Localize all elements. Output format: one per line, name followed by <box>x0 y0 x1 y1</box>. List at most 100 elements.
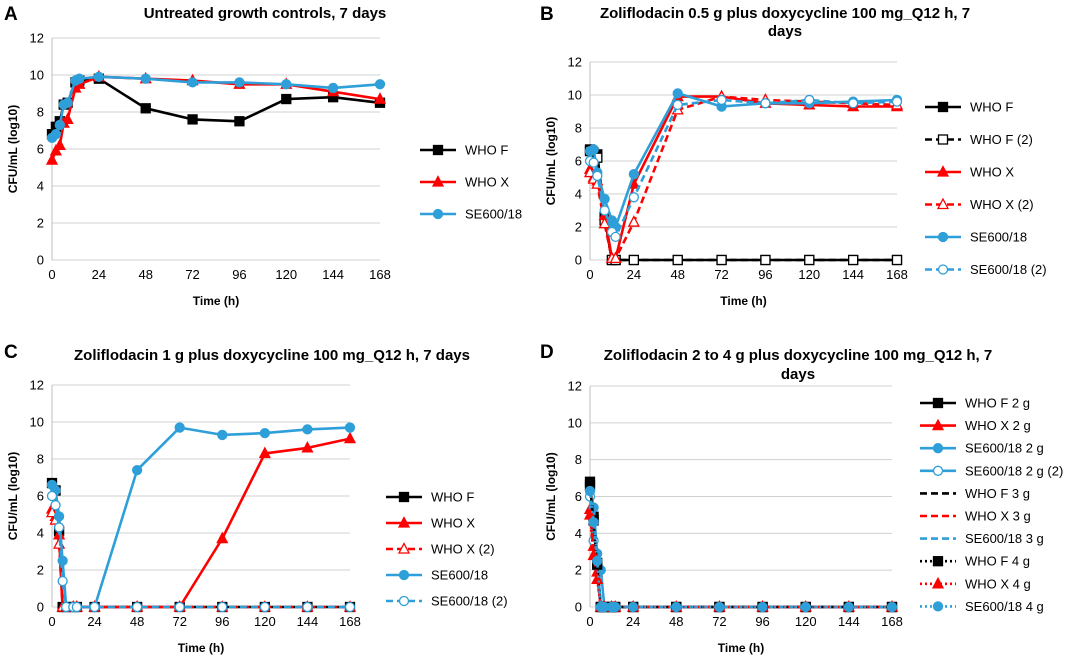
series-line <box>588 483 892 609</box>
data-point <box>301 441 314 453</box>
series-se600-18-2-g-2- <box>584 491 898 613</box>
x-tick-label: 120 <box>798 267 820 282</box>
legend-marker <box>937 231 949 243</box>
y-tick-label: 6 <box>37 489 44 504</box>
x-tick-label: 72 <box>185 267 199 282</box>
panel-c: C Zoliflodacin 1 g plus doxycycline 100 m… <box>4 342 508 655</box>
data-point <box>760 254 771 266</box>
data-point <box>234 116 245 127</box>
data-point <box>327 82 339 94</box>
data-point <box>598 216 611 229</box>
x-tick-label: 24 <box>92 267 106 282</box>
data-point <box>610 231 621 243</box>
x-tick-label: 24 <box>87 614 101 629</box>
legend-label: WHO F <box>431 490 474 505</box>
series-who-x-3-g <box>588 511 892 609</box>
legend-label: WHO X (2) <box>970 197 1034 212</box>
series-line <box>589 148 897 262</box>
legend-label: SE600/18 2 g <box>965 441 1044 456</box>
x-tick-label: 24 <box>627 267 641 282</box>
legend-marker <box>932 556 944 567</box>
series-se600-18-4-g <box>584 485 898 613</box>
x-tick-label: 144 <box>322 267 344 282</box>
series-se600-18-2- <box>584 94 903 243</box>
legend-label: SE600/18 <box>465 207 522 222</box>
data-point <box>50 129 62 140</box>
y-tick-label: 0 <box>37 253 44 268</box>
data-point <box>628 192 640 203</box>
y-tick-label: 8 <box>575 121 582 136</box>
y-axis-label: CFU/mL (log10) <box>6 452 20 540</box>
legend-marker <box>397 542 411 554</box>
y-tick-label: 2 <box>37 563 44 578</box>
x-tick-label: 24 <box>626 614 640 629</box>
data-point <box>671 601 682 613</box>
legend-label: SE600/18 <box>431 568 488 583</box>
x-tick-label: 168 <box>886 267 908 282</box>
legend: WHO F 2 g WHO X 2 g SE600/18 2 g SE600/18 2… <box>920 396 1063 614</box>
data-point <box>302 424 313 435</box>
x-tick-label: 0 <box>586 267 593 282</box>
legend-marker <box>937 134 949 145</box>
legend-marker <box>937 101 949 113</box>
data-point <box>89 601 100 613</box>
x-axis-label: Time (h) <box>720 294 766 308</box>
legend-marker <box>937 264 949 275</box>
x-tick-label: 120 <box>795 614 817 629</box>
data-point <box>374 79 386 90</box>
x-tick-label: 144 <box>838 614 860 629</box>
panel-letter: D <box>540 342 554 363</box>
x-tick-label: 48 <box>669 614 683 629</box>
data-point <box>588 144 599 155</box>
data-point <box>627 601 639 613</box>
x-tick-label: 96 <box>215 614 229 629</box>
data-point <box>57 575 68 587</box>
series-line <box>589 92 898 229</box>
series-line <box>588 496 892 609</box>
data-point <box>609 251 622 264</box>
data-point <box>217 601 228 613</box>
legend-label: SE600/18 2 g (2) <box>965 463 1063 478</box>
data-point <box>258 446 271 459</box>
y-tick-label: 10 <box>568 88 582 103</box>
panel-letter: A <box>4 4 18 25</box>
y-tick-label: 2 <box>575 563 582 578</box>
y-axis-label: CFU/mL (log10) <box>544 117 558 205</box>
data-point <box>174 422 185 433</box>
x-tick-label: 120 <box>275 267 297 282</box>
y-tick-label: 12 <box>568 379 582 394</box>
legend-label: WHO F 2 g <box>965 396 1030 411</box>
panel-letter: C <box>4 342 18 363</box>
legend: WHO F WHO F (2) WHO X WHO X (2) SE600/18 SE60… <box>925 100 1047 277</box>
y-tick-label: 0 <box>37 600 44 615</box>
data-point <box>804 254 815 266</box>
data-point <box>259 601 271 613</box>
data-point <box>847 254 859 266</box>
data-point <box>53 138 66 150</box>
x-axis-label: Time (h) <box>193 294 239 308</box>
data-point <box>344 601 356 613</box>
data-point <box>804 94 815 106</box>
x-tick-label: 72 <box>172 614 186 629</box>
data-point <box>216 531 229 544</box>
data-point <box>344 422 356 433</box>
legend-marker <box>932 443 944 454</box>
x-tick-label: 168 <box>369 267 391 282</box>
series-who-f-3-g <box>588 483 892 609</box>
y-tick-label: 4 <box>575 526 582 541</box>
y-tick-label: 10 <box>568 415 582 430</box>
data-point <box>234 77 245 88</box>
legend-label: WHO X <box>970 165 1014 180</box>
x-tick-label: 120 <box>254 614 276 629</box>
legend-label: WHO X (2) <box>431 542 495 557</box>
data-point <box>672 88 683 99</box>
data-point <box>760 98 771 109</box>
data-point <box>281 79 292 90</box>
data-point <box>53 522 65 533</box>
panel-d: D Zoliflodacin 2 to 4 g plus doxycycline … <box>540 342 1063 655</box>
legend-marker <box>932 465 944 476</box>
series-who-x-2-g <box>583 502 899 612</box>
legend-label: WHO F 3 g <box>965 486 1030 501</box>
x-tick-label: 0 <box>48 267 55 282</box>
